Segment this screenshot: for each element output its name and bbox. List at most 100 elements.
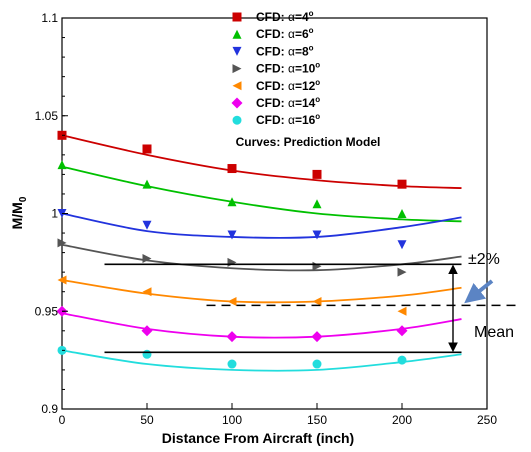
legend-marker: [232, 64, 242, 74]
data-point: [397, 209, 407, 218]
data-point: [142, 287, 152, 297]
legend-alpha: α: [288, 113, 295, 127]
data-point: [397, 240, 407, 250]
legend-prefix: CFD:: [256, 27, 288, 41]
data-point: [397, 306, 407, 316]
data-point: [227, 359, 237, 369]
prediction-curve: [61, 243, 462, 272]
band-pointer-arrow: [464, 279, 494, 304]
x-tick-label: 0: [59, 413, 66, 427]
y-tick-label: 1: [51, 207, 58, 221]
legend-label: CFD: α=16o: [256, 112, 320, 127]
legend-marker: [232, 29, 242, 39]
data-point: [397, 179, 407, 189]
prediction-curve: [61, 212, 462, 239]
data-point: [397, 267, 407, 277]
data-point: [57, 160, 67, 170]
data-point: [57, 238, 67, 248]
legend-footer: Curves: Prediction Model: [236, 135, 381, 149]
legend-label: CFD: α=4o: [256, 9, 314, 24]
x-tick-label: 50: [140, 413, 154, 427]
legend-alpha: α: [288, 10, 295, 24]
data-point: [142, 349, 152, 359]
y-tick-label: 1.05: [35, 109, 59, 123]
legend-degree: o: [309, 43, 314, 52]
x-tick-label: 150: [307, 413, 327, 427]
legend-alpha-value: =6: [295, 27, 309, 41]
mean-label: Mean: [474, 324, 514, 341]
legend-marker: [231, 97, 243, 109]
y-axis-title-main: M/M: [9, 202, 25, 229]
legend-alpha-value: =12: [295, 79, 316, 93]
data-point: [227, 257, 237, 267]
legend-label: CFD: α=14o: [256, 95, 320, 110]
data-point: [397, 355, 407, 365]
data-point: [311, 331, 323, 343]
legend-alpha: α: [288, 79, 295, 93]
legend-label: CFD: α=12o: [256, 78, 320, 93]
legend-prefix: CFD:: [256, 79, 288, 93]
y-axis-title: M/M0: [9, 196, 29, 229]
legend-prefix: CFD:: [256, 62, 288, 76]
legend-prefix: CFD:: [256, 10, 288, 24]
data-point: [312, 230, 322, 240]
y-tick-label: 1.1: [41, 11, 58, 25]
legend-alpha-value: =4: [295, 10, 309, 24]
data-point: [227, 164, 237, 174]
cfd-points: [56, 130, 408, 369]
x-axis-ticks: 0 50 100 150 200 250: [59, 403, 497, 427]
legend-degree: o: [315, 95, 320, 104]
x-tick-label: 200: [392, 413, 412, 427]
legend-marker: [232, 81, 242, 91]
data-point: [396, 325, 408, 337]
legend-marker: [232, 115, 242, 125]
legend-alpha: α: [288, 62, 295, 76]
legend-alpha: α: [288, 96, 295, 110]
band-label: ±2%: [468, 251, 500, 268]
legend-prefix: CFD:: [256, 44, 288, 58]
legend-degree: o: [309, 9, 314, 18]
data-point: [57, 275, 67, 285]
data-point: [312, 359, 322, 369]
plot-area: [61, 17, 488, 410]
legend-degree: o: [315, 61, 320, 70]
prediction-curve: [61, 165, 462, 223]
data-point: [312, 199, 322, 209]
data-point: [142, 179, 152, 189]
reference-lines: [104, 263, 518, 354]
y-axis-title-subscript: 0: [18, 196, 29, 202]
data-point: [226, 331, 238, 343]
legend-prefix: CFD:: [256, 96, 288, 110]
x-tick-label: 250: [477, 413, 497, 427]
legend-alpha: α: [288, 27, 295, 41]
y-tick-label: 0.9: [41, 402, 58, 416]
legend-alpha-value: =10: [295, 62, 316, 76]
data-point: [227, 296, 237, 306]
legend-degree: o: [315, 78, 320, 87]
data-point: [227, 197, 237, 207]
legend-marker: [232, 46, 242, 56]
prediction-curve: [61, 279, 462, 304]
data-point: [227, 230, 237, 240]
legend-degree: o: [309, 26, 314, 35]
y-tick-label: 0.95: [35, 304, 59, 318]
data-point: [142, 253, 152, 263]
legend-alpha-value: =8: [295, 44, 309, 58]
legend-marker: [232, 12, 242, 22]
legend-label: CFD: α=10o: [256, 61, 320, 76]
prediction-curves: [61, 134, 462, 372]
x-axis-title: Distance From Aircraft (inch): [162, 430, 354, 446]
data-point: [312, 296, 322, 306]
x-tick-label: 100: [222, 413, 242, 427]
legend-alpha-value: =14: [295, 96, 316, 110]
plot-border: [61, 17, 488, 410]
legend-alpha-value: =16: [295, 113, 316, 127]
legend-label: CFD: α=6o: [256, 26, 314, 41]
data-point: [142, 220, 152, 230]
legend-prefix: CFD:: [256, 113, 288, 127]
data-point: [142, 144, 152, 154]
y-axis-ticks: 0.9 0.95 1 1.05 1.1: [35, 11, 68, 416]
legend-label: CFD: α=8o: [256, 43, 314, 58]
